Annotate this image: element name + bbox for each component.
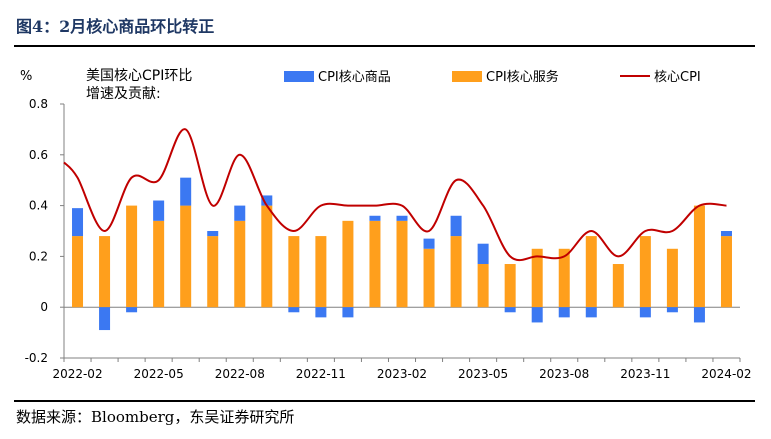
source-note: 数据来源：Bloomberg，东吴证券研究所 bbox=[16, 408, 295, 426]
bar-goods bbox=[342, 307, 354, 318]
bar-goods bbox=[99, 307, 111, 331]
bar-services bbox=[153, 220, 165, 308]
bar-goods bbox=[423, 238, 435, 249]
bar-services bbox=[342, 220, 354, 308]
bar-goods bbox=[234, 205, 246, 221]
bar-services bbox=[126, 205, 138, 308]
bar-goods bbox=[315, 307, 327, 318]
bar-goods bbox=[504, 307, 516, 313]
y-tick-label: -0.2 bbox=[25, 351, 48, 365]
bar-goods bbox=[477, 243, 489, 265]
bar-goods bbox=[369, 215, 381, 221]
bar-services bbox=[450, 236, 462, 308]
legend-goods-swatch bbox=[284, 71, 314, 82]
bar-services bbox=[180, 205, 192, 308]
chart-title-line-1: 美国核心CPI环比 bbox=[86, 68, 192, 84]
bar-services bbox=[207, 236, 219, 308]
bar-goods bbox=[126, 307, 138, 313]
bar-goods bbox=[666, 307, 678, 313]
bar-goods bbox=[720, 231, 732, 237]
y-tick-label: 0.2 bbox=[29, 249, 48, 263]
bar-services bbox=[666, 248, 678, 308]
bar-services bbox=[720, 236, 732, 308]
bar-goods bbox=[585, 307, 597, 318]
core-cpi-line bbox=[63, 128, 727, 262]
y-tick-label: 0.8 bbox=[29, 97, 48, 111]
bottom-rule bbox=[14, 400, 755, 402]
bar-goods bbox=[396, 215, 408, 221]
bar-services bbox=[72, 236, 84, 308]
x-tick-label: 2024-02 bbox=[701, 367, 751, 381]
bar-services bbox=[504, 264, 516, 308]
y-tick-label: 0 bbox=[40, 300, 48, 314]
bar-services bbox=[639, 236, 651, 308]
x-tick-label: 2023-08 bbox=[539, 367, 589, 381]
bar-services bbox=[477, 264, 489, 308]
line bbox=[63, 128, 727, 262]
bar-services bbox=[261, 205, 273, 308]
y-tick-label: 0.4 bbox=[29, 199, 48, 213]
bar-services bbox=[99, 236, 111, 308]
x-tick-label: 2022-11 bbox=[296, 367, 346, 381]
bar-services bbox=[585, 236, 597, 308]
bar-services bbox=[234, 220, 246, 308]
bar-services bbox=[612, 264, 624, 308]
legend-services-swatch bbox=[452, 71, 482, 82]
axes: -0.2 0 0.2 0.4 0.6 0.8 2022-02 2022-05 2022-08 20… bbox=[25, 97, 752, 381]
x-tick-label: 2023-05 bbox=[458, 367, 508, 381]
bar-goods bbox=[261, 195, 273, 206]
bar-goods bbox=[72, 208, 84, 237]
bar-goods bbox=[207, 231, 219, 237]
x-tick-label: 2022-08 bbox=[215, 367, 265, 381]
bar-goods bbox=[693, 307, 705, 323]
bar-goods bbox=[558, 307, 570, 318]
bar-goods bbox=[639, 307, 651, 318]
legend-goods-label: CPI核心商品 bbox=[318, 70, 391, 85]
chart-title-line-2: 增速及贡献: bbox=[86, 86, 161, 102]
bar-services bbox=[369, 220, 381, 308]
figure-title: 图4：2月核心商品环比转正 bbox=[16, 17, 215, 36]
bar-services bbox=[288, 236, 300, 308]
legend-core-label: 核心CPI bbox=[654, 70, 701, 85]
bar-services bbox=[531, 248, 543, 308]
y-unit-label: % bbox=[20, 69, 32, 84]
y-tick-label: 0.6 bbox=[29, 148, 48, 162]
bar-services bbox=[423, 248, 435, 308]
x-tick-label: 2022-05 bbox=[134, 367, 184, 381]
bar-services bbox=[396, 220, 408, 308]
bar-goods bbox=[180, 177, 192, 206]
legend-services-label: CPI核心服务 bbox=[486, 69, 559, 85]
x-tick-label: 2023-02 bbox=[377, 367, 427, 381]
bar-goods bbox=[153, 200, 165, 221]
top-rule bbox=[14, 45, 755, 47]
bar-goods bbox=[531, 307, 543, 323]
legend: CPI核心商品 CPI核心服务 核心CPI bbox=[284, 69, 701, 85]
x-tick-label: 2022-02 bbox=[52, 367, 102, 381]
bar-services bbox=[693, 205, 705, 308]
x-tick-label: 2023-11 bbox=[620, 367, 670, 381]
bar-services bbox=[558, 248, 570, 308]
bar-goods bbox=[288, 307, 300, 313]
bar-goods bbox=[450, 215, 462, 237]
chart: -0.2 0 0.2 0.4 0.6 0.8 2022-02 2022-05 2022-08 20… bbox=[20, 68, 752, 381]
bar-services bbox=[315, 236, 327, 308]
bars bbox=[72, 177, 732, 331]
labels: % 美国核心CPI环比 增速及贡献: bbox=[20, 68, 192, 102]
